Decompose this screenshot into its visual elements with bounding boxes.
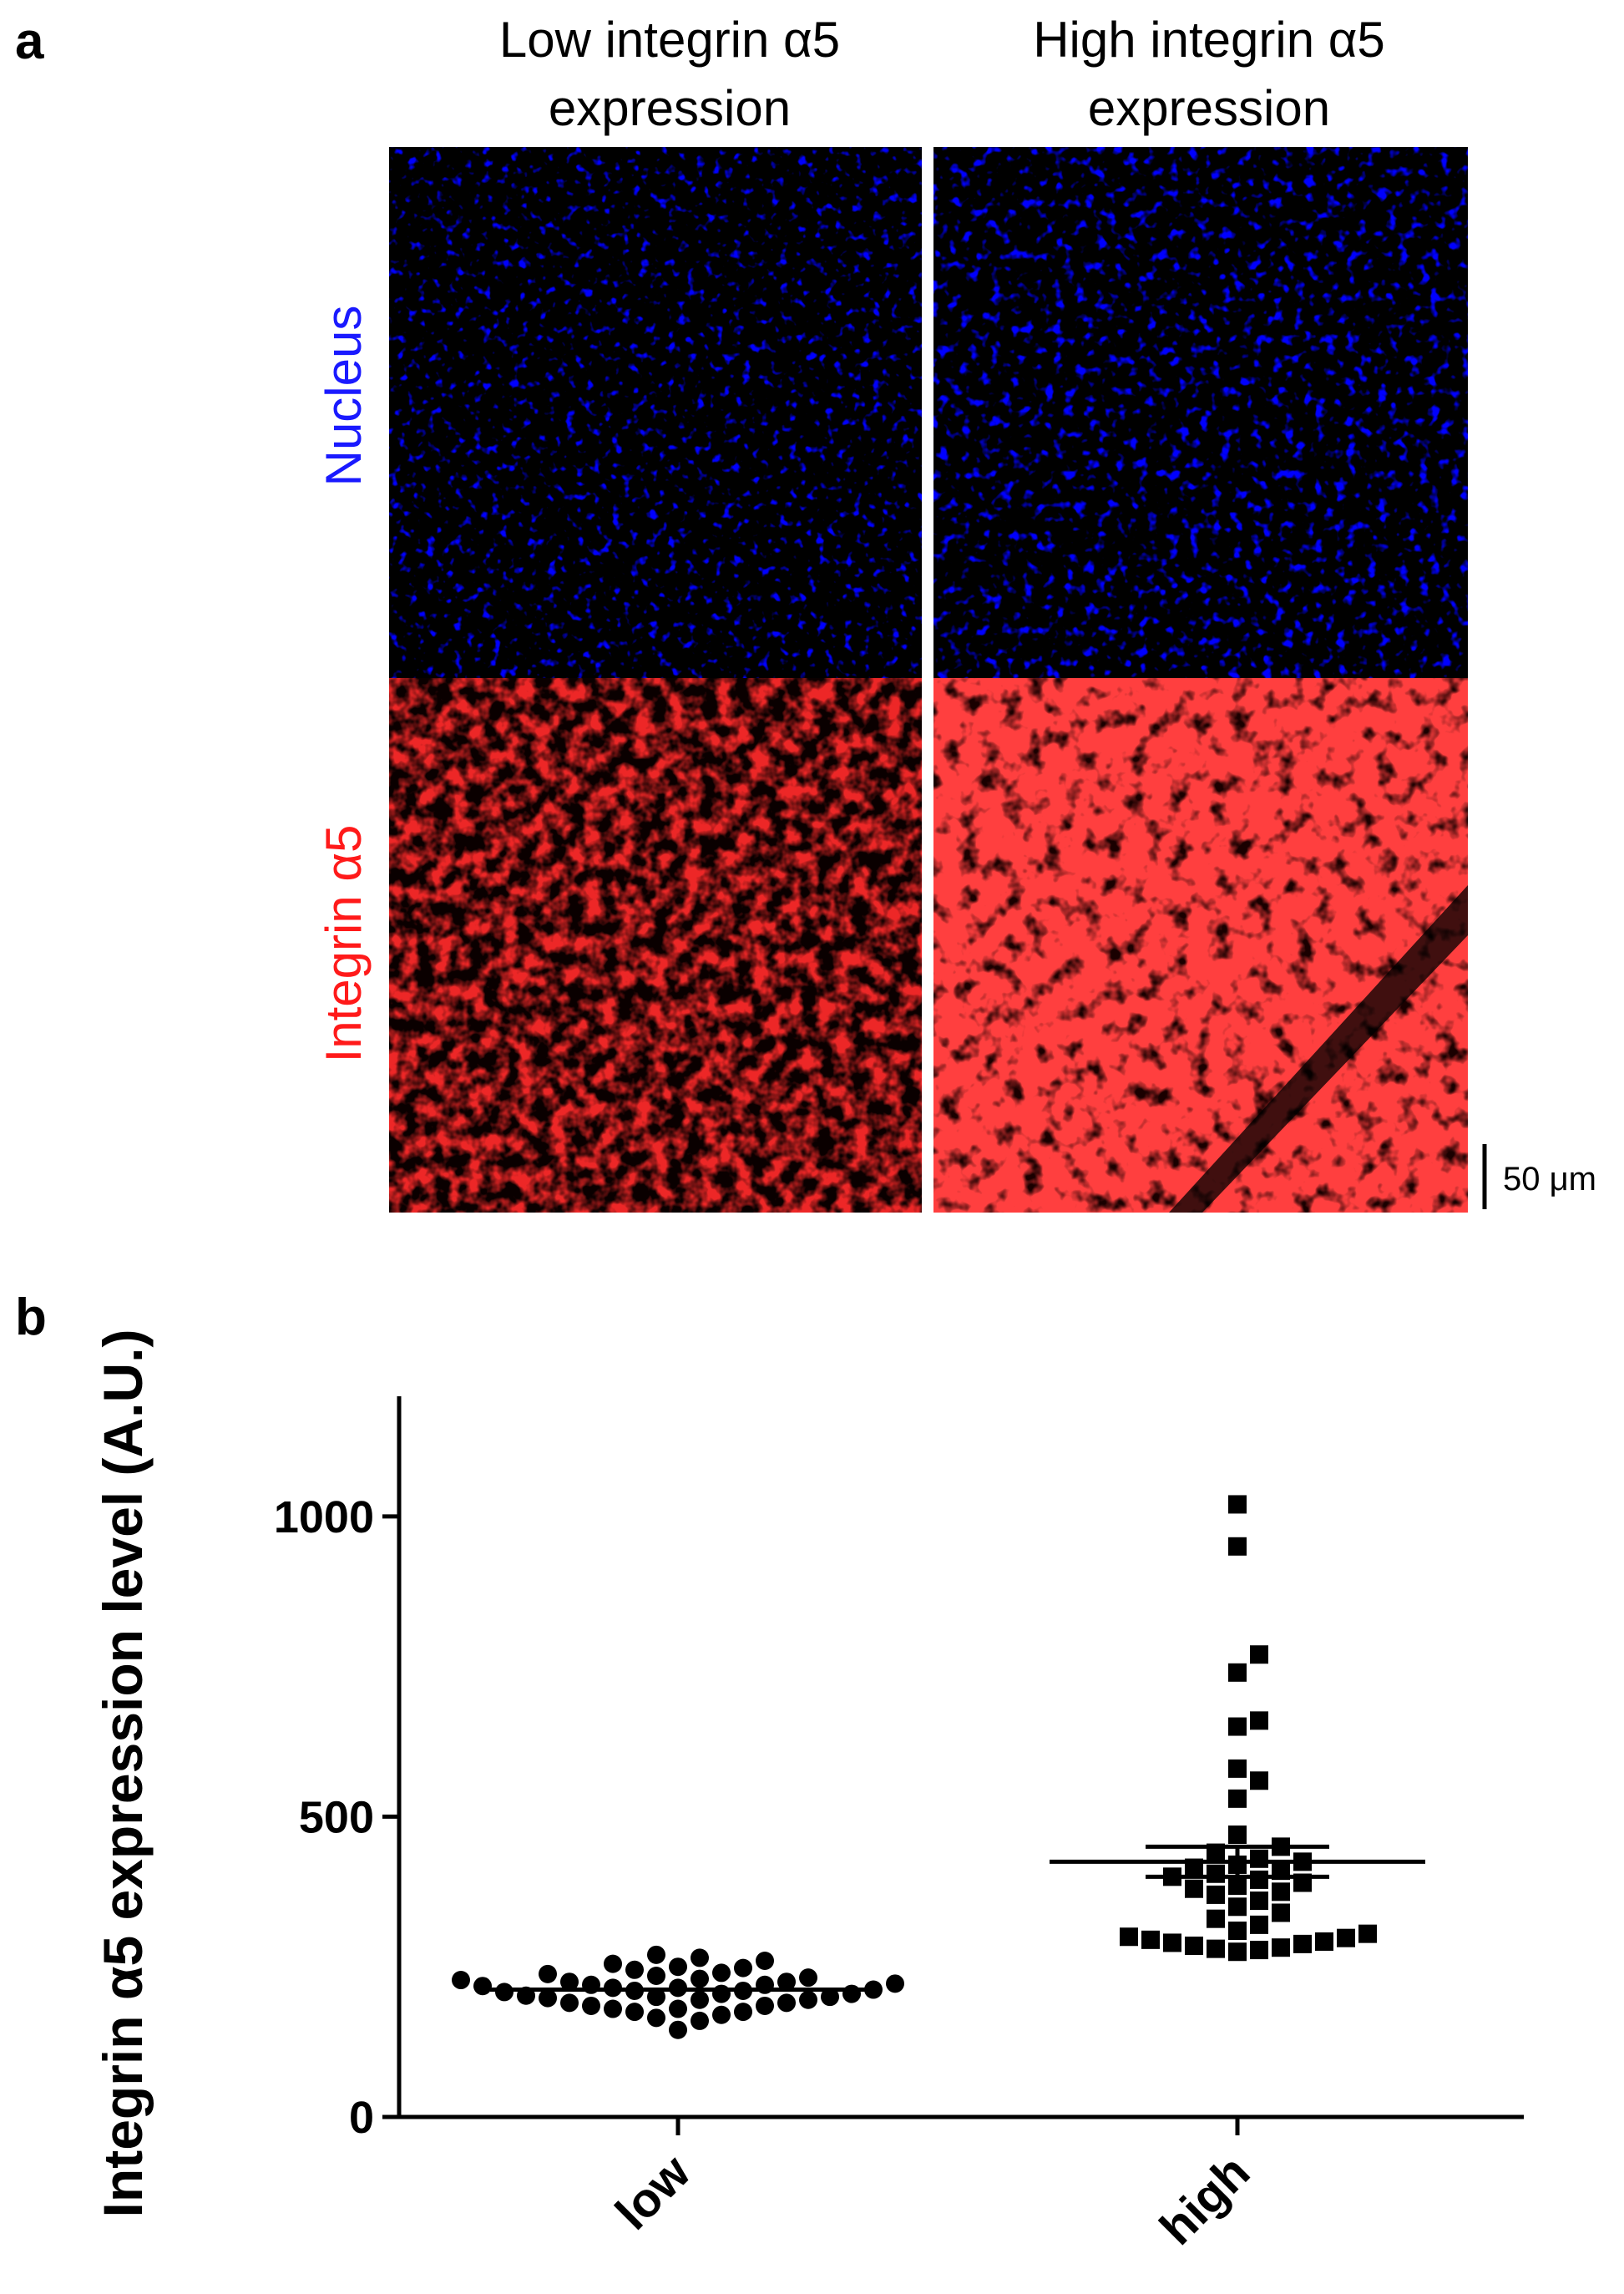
point-low-35 [647,1966,665,1985]
point-high-2 [1207,1939,1225,1958]
point-low-1 [691,2011,709,2030]
row-label-nucleus: Nucleus [316,306,372,487]
point-high-10 [1120,1927,1138,1947]
point-low-3 [712,2005,731,2024]
y-tick-label-1000: 1000 [274,1492,374,1542]
point-low-39 [734,1958,752,1977]
point-low-9 [582,1996,600,2015]
point-high-19 [1272,1882,1290,1902]
column-title-low-line1: Low integrin α5 [499,12,840,68]
point-high-14 [1207,1909,1225,1928]
point-high-4 [1185,1937,1203,1956]
point-low-36 [539,1964,557,1983]
point-high-30 [1250,1849,1268,1868]
point-high-15 [1272,1903,1290,1922]
point-low-37 [712,1963,731,1983]
point-high-17 [1250,1891,1268,1911]
micrograph-nucleus-low [389,147,922,678]
panel-b-letter: b [15,1289,47,1346]
point-high-9 [1337,1928,1355,1947]
point-low-5 [734,2003,752,2022]
point-low-10 [777,1993,796,2013]
y-tick-label-500: 500 [299,1792,374,1842]
row-label-integrin: Integrin α5 [316,825,372,1063]
point-high-35 [1250,1771,1268,1790]
point-high-8 [1141,1930,1160,1949]
point-high-5 [1293,1934,1312,1953]
point-high-34 [1228,1789,1247,1808]
point-high-39 [1228,1663,1247,1682]
point-low-4 [625,2003,644,2022]
micrograph-integrin-low [389,678,922,1213]
point-low-7 [604,1999,622,2018]
point-high-16 [1228,1897,1247,1917]
point-high-41 [1228,1537,1247,1556]
point-low-20 [495,1983,514,2002]
point-low-6 [669,1999,687,2018]
point-low-13 [799,1990,817,2009]
point-low-8 [756,1996,774,2015]
point-high-7 [1315,1932,1333,1952]
point-low-42 [756,1952,774,1971]
column-title-high-line1: High integrin α5 [1033,12,1385,68]
column-title-high-line2: expression [1088,80,1330,136]
point-low-19 [842,1984,861,2003]
point-high-38 [1250,1711,1268,1730]
point-high-23 [1250,1870,1268,1889]
point-low-26 [473,1977,492,1996]
micrograph-nucleus-high [933,147,1468,678]
micrograph-integrin-high [933,678,1468,1213]
point-low-15 [647,1988,665,2007]
panel-a-letter: a [15,13,44,70]
point-high-36 [1228,1759,1247,1778]
point-low-41 [604,1954,622,1973]
scatter-chart: 0 500 1000 low high Integrin α5 expression … [92,1329,1524,2256]
point-high-11 [1358,1924,1377,1943]
point-low-11 [560,1993,579,2013]
point-low-33 [691,1969,709,1988]
point-low-12 [691,1990,709,2009]
point-high-20 [1185,1879,1203,1898]
point-low-18 [712,1984,731,2003]
point-low-32 [452,1971,470,1990]
point-low-2 [647,2008,665,2028]
point-low-38 [625,1960,644,1979]
point-low-16 [821,1988,839,2007]
point-low-29 [886,1974,904,1993]
point-high-1 [1250,1941,1268,1960]
point-high-0 [1228,1942,1247,1962]
point-high-40 [1250,1645,1268,1664]
point-low-34 [799,1968,817,1988]
point-high-21 [1228,1876,1247,1896]
x-tick-label-low: low [605,2145,701,2241]
point-low-40 [669,1957,687,1977]
y-axis-title: Integrin α5 expression level (A.U.) [92,1329,154,2218]
point-high-12 [1228,1922,1247,1941]
scale-bar-label: 50 μm [1503,1161,1596,1198]
point-low-14 [539,1988,557,2008]
point-high-37 [1228,1717,1247,1736]
point-high-6 [1163,1933,1181,1952]
point-low-23 [864,1980,883,1999]
point-high-42 [1228,1495,1247,1514]
point-high-3 [1272,1938,1290,1957]
point-low-31 [560,1972,579,1992]
point-low-44 [647,1945,665,1964]
point-low-30 [777,1972,796,1992]
point-high-25 [1207,1864,1225,1883]
point-low-43 [691,1948,709,1967]
point-high-18 [1207,1885,1225,1904]
x-tick-label-high: high [1150,2145,1261,2256]
point-high-13 [1250,1915,1268,1934]
point-low-0 [669,2020,687,2039]
point-high-33 [1228,1825,1247,1844]
column-title-low-line2: expression [549,80,791,136]
y-tick-label-0: 0 [349,2093,374,2143]
